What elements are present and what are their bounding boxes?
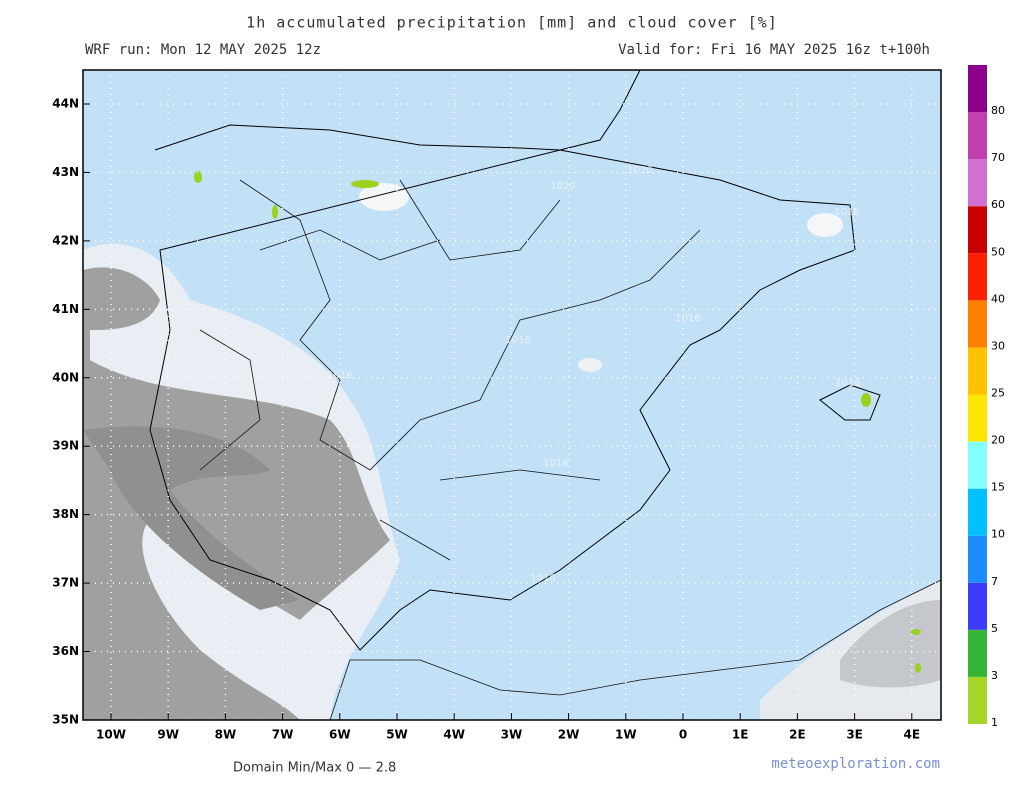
admin-borders: [199, 179, 701, 561]
domain-minmax: Domain Min/Max 0 — 2.8: [233, 761, 396, 776]
colorbar-label: 15: [991, 481, 1005, 494]
cloud-dense: [83, 267, 390, 720]
lon-label: 7W: [272, 728, 294, 742]
colorbar-segment: [968, 394, 987, 442]
colorbar-label: 20: [991, 434, 1005, 447]
colorbar-segment: [968, 676, 987, 724]
grid: [83, 70, 941, 720]
colorbar-label: 40: [991, 292, 1005, 305]
colorbar-label: 70: [991, 151, 1005, 164]
colorbar-segment: [968, 441, 987, 489]
lon-label: 0: [679, 728, 687, 742]
colorbar-segment: [968, 112, 987, 160]
lat-label: 40N: [52, 370, 79, 384]
colorbar-label: 30: [991, 339, 1005, 352]
lat-label: 44N: [52, 97, 79, 111]
precip: [915, 663, 921, 673]
colorbar-label: 3: [991, 669, 998, 682]
isobar-label: 1016: [675, 313, 700, 324]
isobar-label: 1016: [505, 335, 530, 346]
lon-label: 3E: [846, 728, 863, 742]
africa-coast: [329, 579, 941, 720]
colorbar-label: 50: [991, 245, 1005, 258]
lon-label: 2W: [558, 728, 580, 742]
map: 1020 1020 1016 1016 1016 1016 1016 1016 1016: [83, 70, 941, 720]
lon-label: 5W: [386, 728, 408, 742]
valid-info: Valid for: Fri 16 MAY 2025 16z t+100h: [618, 42, 930, 58]
lon-label: 6W: [329, 728, 351, 742]
lon-label: 4E: [904, 728, 921, 742]
lat-label: 41N: [52, 302, 79, 316]
lon-label: 1E: [732, 728, 749, 742]
lon-label: 1W: [615, 728, 637, 742]
lat-label: 43N: [52, 165, 79, 179]
lon-label: 9W: [157, 728, 179, 742]
colorbar-label: 1: [991, 716, 998, 729]
precip: [272, 205, 278, 219]
colorbar-segment: [968, 488, 987, 536]
precip: [194, 171, 202, 183]
lat-label: 39N: [52, 439, 79, 453]
colorbar-label: 10: [991, 528, 1005, 541]
lat-label: 35N: [52, 712, 79, 726]
colorbar: 1 3 5 7 10 15 20 25 30 40 50 60 70 80: [968, 65, 1005, 729]
isobar-labels: 1020 1020 1016 1016 1016 1016 1016 1016 1016: [327, 165, 860, 584]
cloud-patch: [578, 358, 602, 372]
colorbar-segment: [968, 347, 987, 395]
colorbar-label: 7: [991, 575, 998, 588]
cloud-patch: [807, 213, 843, 237]
lon-label: 3W: [501, 728, 523, 742]
isobar-label: 1020: [627, 165, 652, 176]
isobar-label: 1016: [543, 458, 568, 469]
colorbar-segment: [968, 582, 987, 630]
colorbar-label: 60: [991, 198, 1005, 211]
island: [819, 384, 881, 421]
isobar-label: 1016: [327, 370, 352, 381]
lon-label: 2E: [789, 728, 806, 742]
colorbar-label: 5: [991, 622, 998, 635]
lat-label: 42N: [52, 233, 79, 247]
colorbar-segment: [968, 300, 987, 348]
isobar-label: 1016: [835, 378, 860, 389]
cloud-dense: [83, 426, 300, 610]
coastline: [149, 70, 856, 651]
colorbar-label: 25: [991, 387, 1005, 400]
colorbar-segment: [968, 535, 987, 583]
isobar-label: 1020: [550, 181, 575, 192]
lon-label: 10W: [96, 728, 126, 742]
precip: [351, 180, 379, 188]
colorbar-segment: [968, 159, 987, 207]
lon-label: 8W: [215, 728, 237, 742]
isobar-label: 1016: [834, 207, 859, 218]
precip: [911, 629, 921, 635]
colorbar-label: 80: [991, 104, 1005, 117]
site-name: meteoexploration.com: [771, 756, 940, 772]
colorbar-segment: [968, 629, 987, 677]
lat-label: 38N: [52, 507, 79, 521]
map-frame: [82, 69, 942, 721]
title: 1h accumulated precipitation [mm] and cl…: [246, 14, 778, 32]
lat-label: 36N: [52, 644, 79, 658]
isobar-label: 1016: [530, 573, 555, 584]
run-info: WRF run: Mon 12 MAY 2025 12z: [85, 42, 321, 58]
axes: 44N 43N 42N 41N 40N 39N 38N 37N 36N 35N 10W 9W 8W 7W 6…: [52, 97, 920, 742]
lat-label: 37N: [52, 576, 79, 590]
colorbar-segment: [968, 65, 987, 113]
colorbar-segment: [968, 253, 987, 301]
colorbar-segment: [968, 206, 987, 254]
precip: [861, 393, 871, 407]
lon-label: 4W: [443, 728, 465, 742]
